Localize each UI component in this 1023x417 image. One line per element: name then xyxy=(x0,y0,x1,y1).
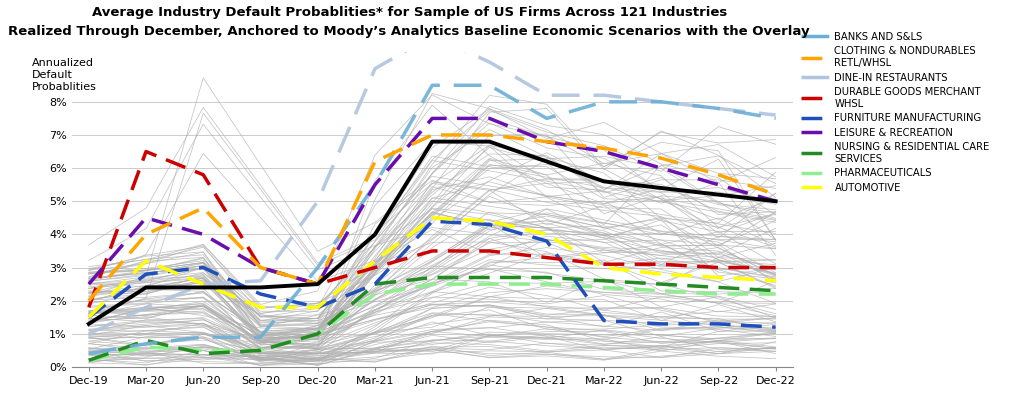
Text: Average Industry Default Probablities* for Sample of US Firms Across 121 Industr: Average Industry Default Probablities* f… xyxy=(92,6,726,19)
Legend: BANKS AND S&LS, CLOTHING & NONDURABLES
RETL/WHSL, DINE-IN RESTAURANTS, DURABLE G: BANKS AND S&LS, CLOTHING & NONDURABLES R… xyxy=(801,32,989,193)
Text: Realized Through December, Anchored to Moody’s Analytics Baseline Economic Scena: Realized Through December, Anchored to M… xyxy=(8,25,810,38)
Text: Annualized
Default
Probablities: Annualized Default Probablities xyxy=(32,58,97,92)
